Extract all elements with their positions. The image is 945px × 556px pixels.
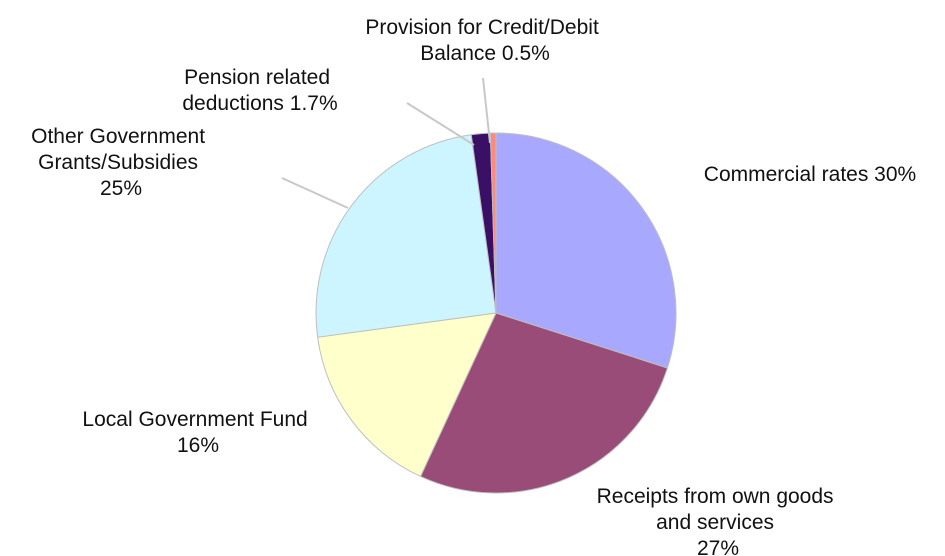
slice-other-government-grants [315,134,497,338]
slice-label-other-government-grants: Other Government Grants/Subsidies 25% [31,125,211,200]
slice-label-receipts-own-goods: Receipts from own goods and services 27% [597,485,840,556]
slice-label-local-government-fund: Local Government Fund 16% [82,408,313,457]
slice-label-commercial-rates: Commercial rates 30% [704,163,916,186]
slice-label-provision-credit-debit: Provision for Credit/Debit Balance 0.5% [365,16,604,65]
slice-commercial-rates [495,132,677,369]
leader-line-pension-deductions [406,102,475,146]
leader-line-provision-credit-debit [482,77,491,144]
slice-local-government-fund [317,312,497,478]
slice-receipts-own-goods [419,312,669,494]
slice-label-pension-deductions: Pension related deductions 1.7% [182,66,337,115]
slice-provision-credit-debit [489,132,497,314]
leader-lines [281,77,491,209]
pie-slices [315,132,677,494]
leader-line-other-government-grants [281,177,349,209]
